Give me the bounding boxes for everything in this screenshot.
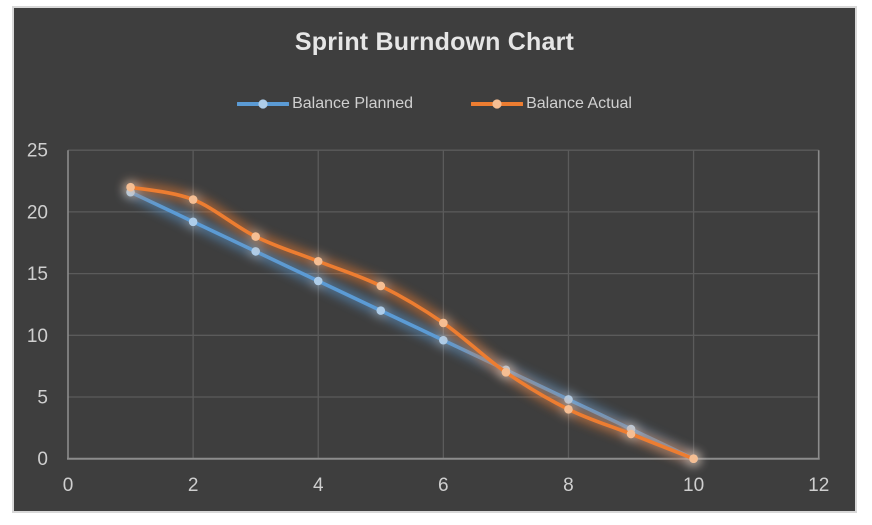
data-point-balance-actual-day-10[interactable] <box>689 454 698 464</box>
planned-line-swatch-icon <box>237 99 290 109</box>
data-point-balance-actual-day-4[interactable] <box>313 256 323 266</box>
data-point-balance-actual-day-1[interactable] <box>126 182 135 192</box>
legend-item-balance-planned[interactable]: Balance Planned <box>237 95 413 113</box>
chart-title[interactable]: Sprint Burndown Chart <box>294 28 575 56</box>
data-point-balance-planned-day-6[interactable] <box>439 335 448 345</box>
data-point-balance-planned-day-4[interactable] <box>313 276 323 286</box>
data-point-balance-planned-day-2[interactable] <box>188 217 198 227</box>
data-point-balance-actual-day-9[interactable] <box>626 429 636 439</box>
legend-label-balance-actual: Balance Actual <box>526 95 632 112</box>
y-tick-label: 10 <box>27 326 48 347</box>
legend-item-balance-actual[interactable]: Balance Actual <box>471 95 632 113</box>
plot-area[interactable]: 0 5 10 15 20 25 0 2 4 6 8 10 12 <box>14 8 855 511</box>
actual-line-swatch-icon <box>471 99 524 109</box>
series-line-balance-planned[interactable] <box>128 190 696 461</box>
x-tick-label: 4 <box>313 475 324 496</box>
series-line-balance-actual[interactable] <box>128 185 696 461</box>
data-point-balance-actual-day-2[interactable] <box>188 195 198 204</box>
data-point-balance-actual-day-5[interactable] <box>376 281 386 291</box>
y-tick-label: 15 <box>27 264 48 285</box>
data-point-balance-actual-day-8[interactable] <box>564 405 573 414</box>
chart-legend: Balance Planned Balance Actual <box>14 93 855 115</box>
data-point-balance-planned-day-5[interactable] <box>376 306 386 315</box>
y-tick-label: 5 <box>37 388 48 409</box>
burndown-chart[interactable]: Sprint Burndown Chart Balance Planned Ba… <box>12 6 857 513</box>
x-tick-label: 6 <box>438 475 449 496</box>
x-tick-label: 10 <box>683 475 704 496</box>
legend-label-balance-planned: Balance Planned <box>292 95 414 112</box>
y-tick-label: 25 <box>27 141 48 162</box>
y-tick-label: 0 <box>37 449 48 470</box>
y-tick-label: 20 <box>27 202 48 223</box>
data-point-balance-actual-day-7[interactable] <box>501 368 511 377</box>
x-tick-label: 0 <box>63 475 74 496</box>
data-point-balance-planned-day-3[interactable] <box>251 247 260 256</box>
data-point-balance-actual-day-3[interactable] <box>251 232 260 241</box>
data-point-balance-actual-day-6[interactable] <box>439 318 448 328</box>
x-tick-label: 8 <box>563 475 574 496</box>
x-tick-label: 12 <box>808 475 829 496</box>
x-tick-label: 2 <box>188 475 199 496</box>
